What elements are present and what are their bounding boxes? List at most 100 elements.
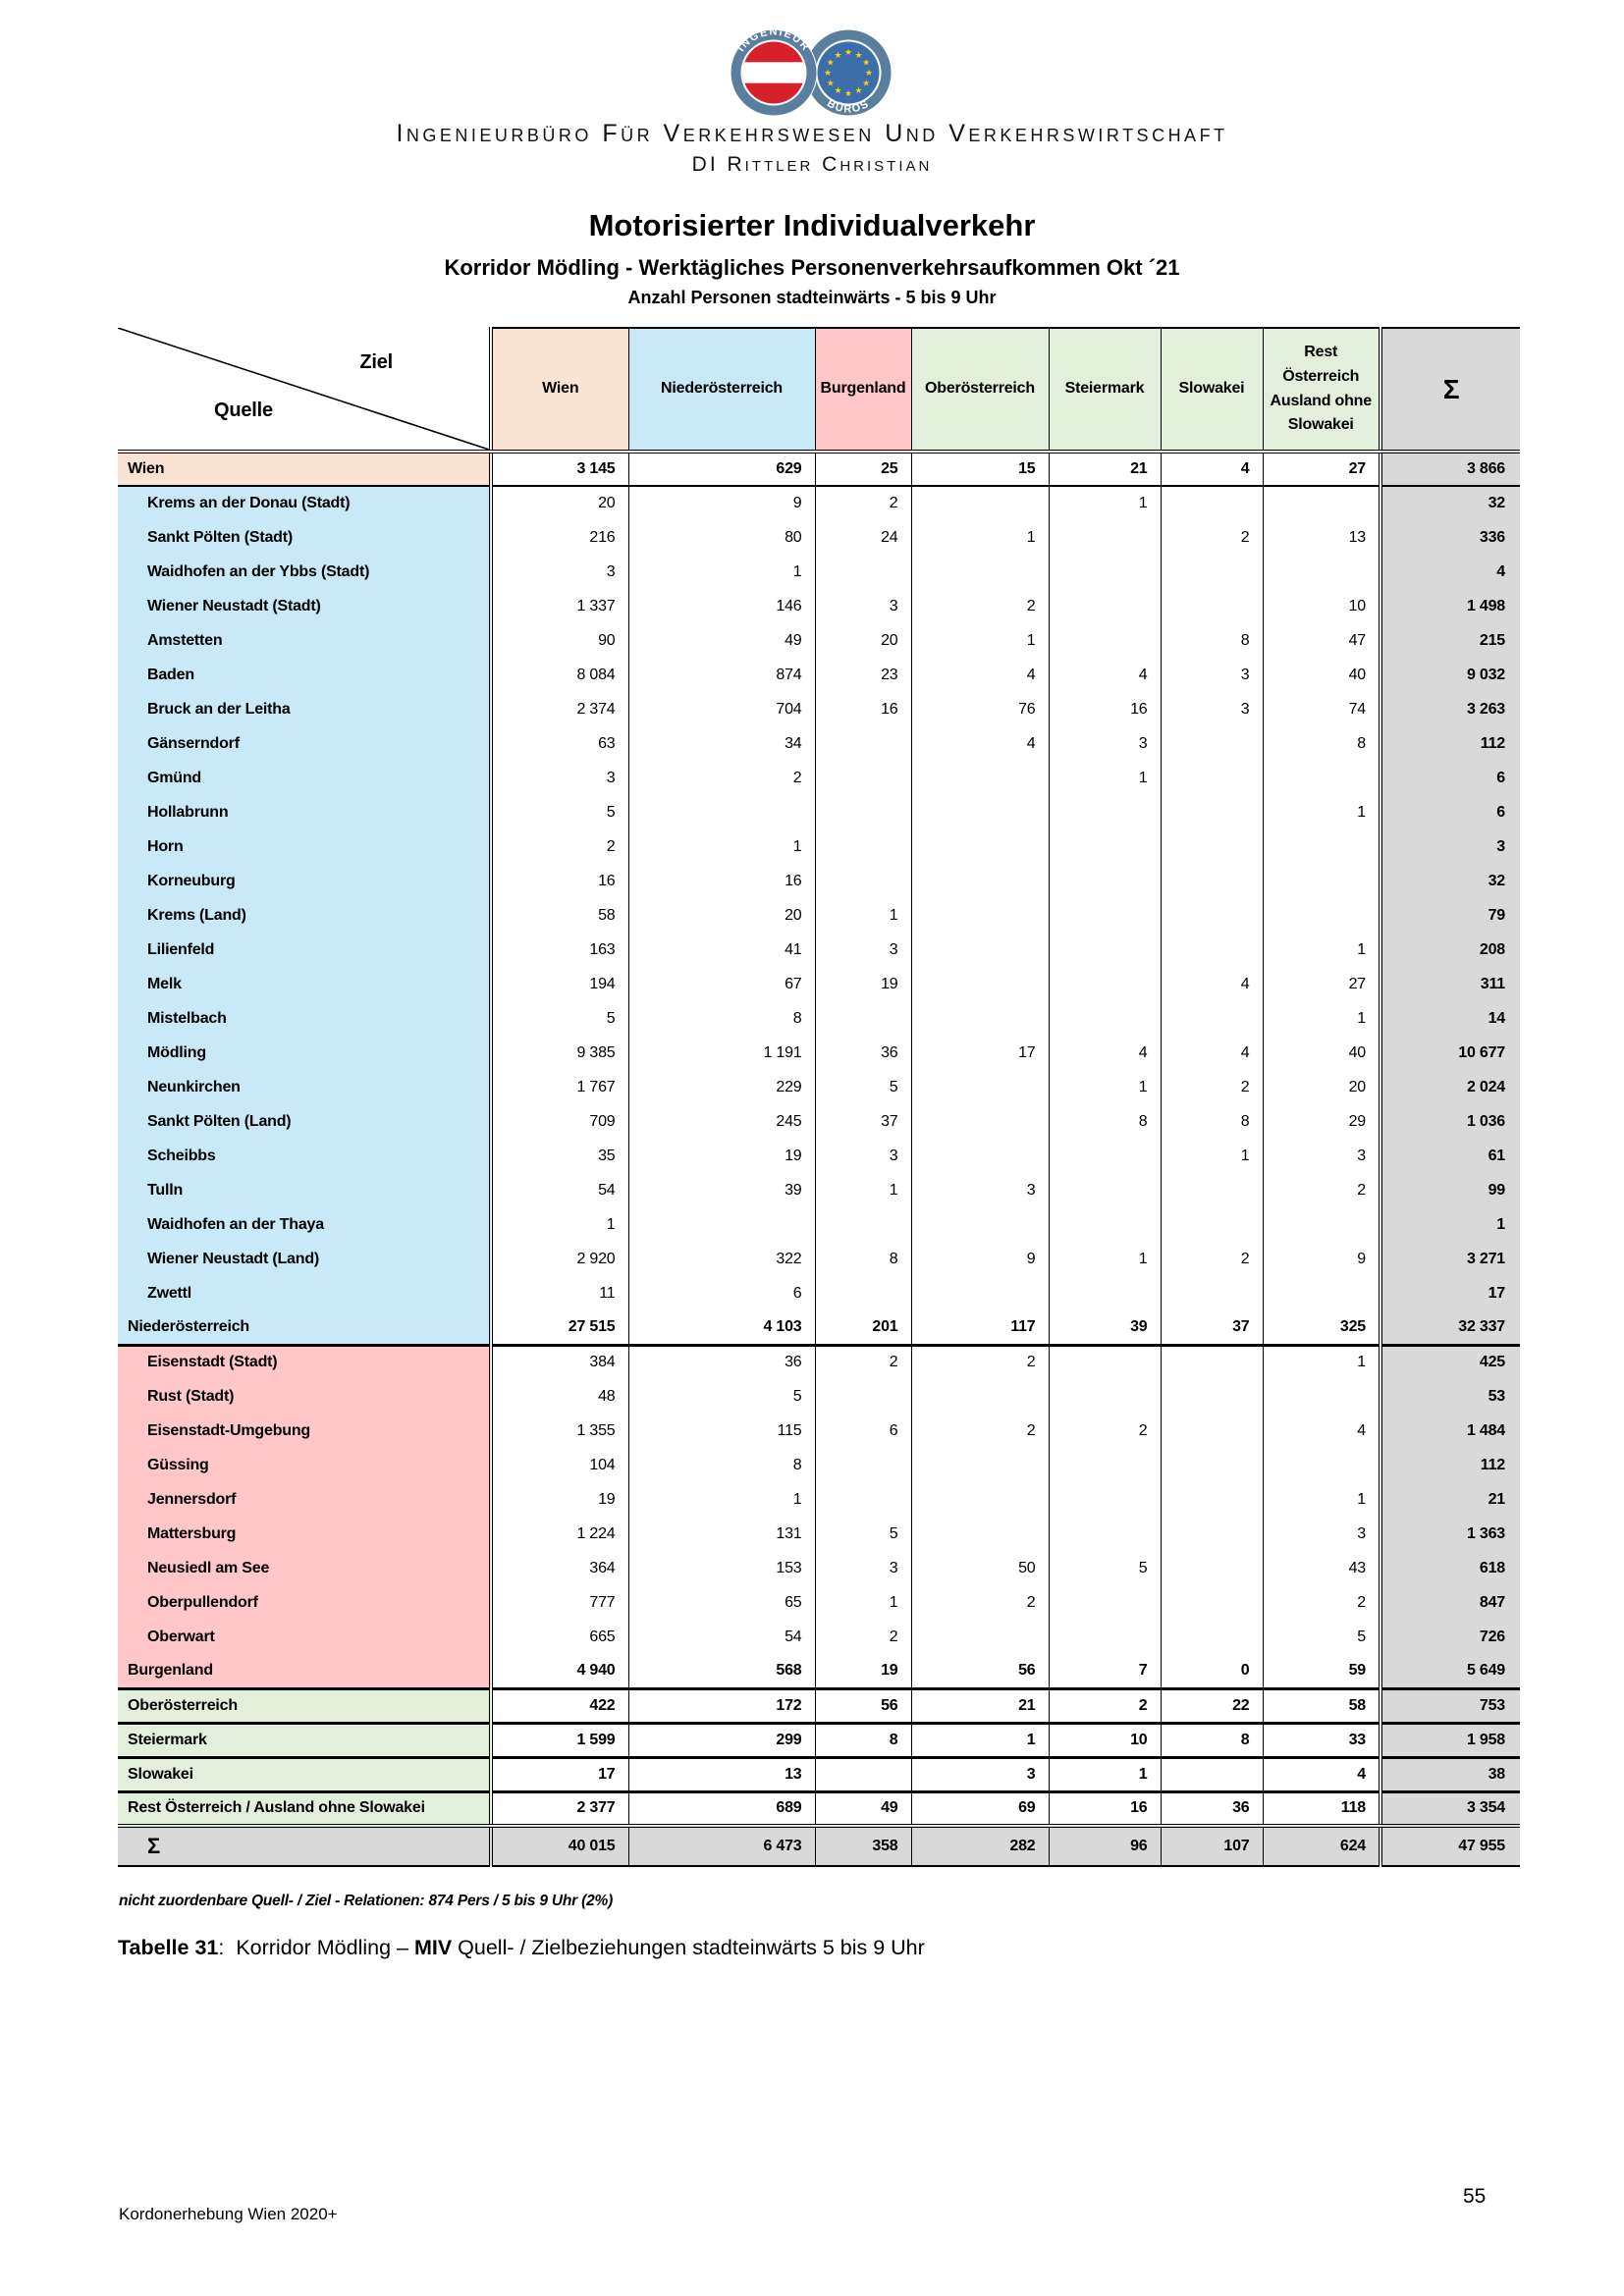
cell-value: 56	[814, 1688, 911, 1725]
cell-value	[1160, 1207, 1263, 1242]
cell-value: 201	[814, 1310, 911, 1347]
cell-value: 8	[1160, 623, 1263, 658]
cell-value: 8	[1048, 1104, 1161, 1139]
cell-value	[1048, 1379, 1161, 1414]
cell-value: 777	[489, 1585, 628, 1620]
cell-value: 19	[627, 1139, 815, 1173]
cell-row-sum: 726	[1379, 1620, 1520, 1654]
cell-value: 7	[1048, 1654, 1161, 1690]
table-row: Σ 40 015 6 473 358 282 96 107 624 47 955	[118, 1826, 1520, 1867]
cell-value: 27	[1262, 452, 1380, 487]
cell-row-sum: 99	[1379, 1173, 1520, 1207]
cell-row-sum: 215	[1379, 623, 1520, 658]
cell-value: 4	[1048, 1036, 1161, 1070]
cell-value: 35	[489, 1139, 628, 1173]
cell-value	[1048, 589, 1161, 623]
column-header: Niederösterreich	[627, 327, 815, 454]
cell-value: 4	[1048, 658, 1161, 692]
eu-star-icon: ★	[862, 58, 870, 68]
cell-value	[1160, 1001, 1263, 1036]
cell-row-sum: 1 958	[1379, 1723, 1520, 1759]
diagonal-line	[118, 328, 489, 450]
cell-value: 325	[1262, 1310, 1380, 1347]
cell-value: 2	[910, 1585, 1049, 1620]
row-label: Korneuburg	[118, 864, 491, 898]
table-row: Korneuburg 16 16 32	[118, 864, 1520, 898]
cell-value: 1 224	[489, 1517, 628, 1551]
cell-value	[1160, 864, 1263, 898]
table-row: Wiener Neustadt (Stadt) 1 337 146 3 2 10 1 498	[118, 589, 1520, 623]
cell-value: 2	[1160, 1070, 1263, 1104]
eu-star-icon: ★	[854, 50, 862, 60]
cell-value	[1160, 1482, 1263, 1517]
table-row: Wiener Neustadt (Land) 2 920 322 8 9 1 2 9 3 271	[118, 1242, 1520, 1276]
cell-value: 4	[1160, 452, 1263, 487]
table-row: Zwettl 11 6 17	[118, 1276, 1520, 1310]
cell-value: 74	[1262, 692, 1380, 726]
cell-value	[1160, 1345, 1263, 1379]
cell-value: 2 920	[489, 1242, 628, 1276]
row-label: Amstetten	[118, 623, 491, 658]
cell-row-sum: 1 498	[1379, 589, 1520, 623]
cell-value: 58	[1262, 1688, 1380, 1725]
eu-star-icon: ★	[844, 47, 852, 57]
cell-value: 29	[1262, 1104, 1380, 1139]
cell-value: 3	[489, 761, 628, 795]
cell-value: 2	[910, 589, 1049, 623]
cell-value: 59	[1262, 1654, 1380, 1690]
cell-value: 115	[627, 1414, 815, 1448]
cell-value: 20	[1262, 1070, 1380, 1104]
cell-value: 3	[1262, 1139, 1380, 1173]
cell-row-sum: 1 363	[1379, 1517, 1520, 1551]
logo-eu-circle: ★ ★★★★★★★★★★★ BÜROS	[805, 29, 892, 116]
cell-row-sum: 112	[1379, 726, 1520, 761]
cell-row-sum: 618	[1379, 1551, 1520, 1585]
footnote: nicht zuordenbare Quell- / Ziel - Relati…	[119, 1893, 614, 1909]
cell-value	[1048, 829, 1161, 864]
cell-value: 8	[1160, 1723, 1263, 1759]
cell-value	[1048, 1345, 1161, 1379]
eu-star-icon: ★	[834, 50, 841, 60]
cell-value: 10	[1262, 589, 1380, 623]
row-label: Oberösterreich	[118, 1688, 491, 1725]
cell-value	[910, 761, 1049, 795]
eu-stars: ★ ★★★★★★★★★★★	[824, 47, 873, 98]
cell-value	[910, 1379, 1049, 1414]
cell-value: 5	[627, 1379, 815, 1414]
cell-value: 3	[1160, 692, 1263, 726]
cell-row-sum: 14	[1379, 1001, 1520, 1036]
table-row: Waidhofen an der Thaya 1 1	[118, 1207, 1520, 1242]
cell-value: 8	[627, 1001, 815, 1036]
cell-value: 2	[627, 761, 815, 795]
cell-value	[1160, 829, 1263, 864]
cell-value: 2	[910, 1345, 1049, 1379]
cell-value	[1048, 1139, 1161, 1173]
row-label: Oberwart	[118, 1620, 491, 1654]
table-row: Mistelbach 5 8 1 14	[118, 1001, 1520, 1036]
cell-value: 1	[814, 898, 911, 933]
cell-row-sum: 1	[1379, 1207, 1520, 1242]
cell-value: 19	[489, 1482, 628, 1517]
cell-value	[814, 1757, 911, 1793]
cell-value	[1048, 1173, 1161, 1207]
cell-value: 1	[1048, 1242, 1161, 1276]
cell-value: 50	[910, 1551, 1049, 1585]
cell-value: 3	[814, 589, 911, 623]
cell-value: 1	[910, 520, 1049, 555]
table-row: Gänserndorf 63 34 4 3 8 112	[118, 726, 1520, 761]
cell-value	[1048, 555, 1161, 589]
row-label: Sankt Pölten (Land)	[118, 1104, 491, 1139]
cell-value: 17	[910, 1036, 1049, 1070]
row-label: Melk	[118, 967, 491, 1001]
cell-value: 1	[814, 1173, 911, 1207]
cell-value: 1	[910, 1723, 1049, 1759]
company-logo: ★ ★ ★ ★ ★ ★ ★ ★ ★ ★ ★ ★ BÜROS INGENIEUR	[729, 26, 895, 120]
cell-value: 20	[489, 486, 628, 520]
cell-value: 19	[814, 967, 911, 1001]
table-row: Slowakei 17 13 3 1 4 38	[118, 1757, 1520, 1793]
caption-separator: :	[218, 1936, 237, 1959]
corner-label-ziel: Ziel	[359, 351, 393, 373]
eu-star-icon: ★	[827, 79, 835, 88]
cell-value: 22	[1160, 1688, 1263, 1725]
